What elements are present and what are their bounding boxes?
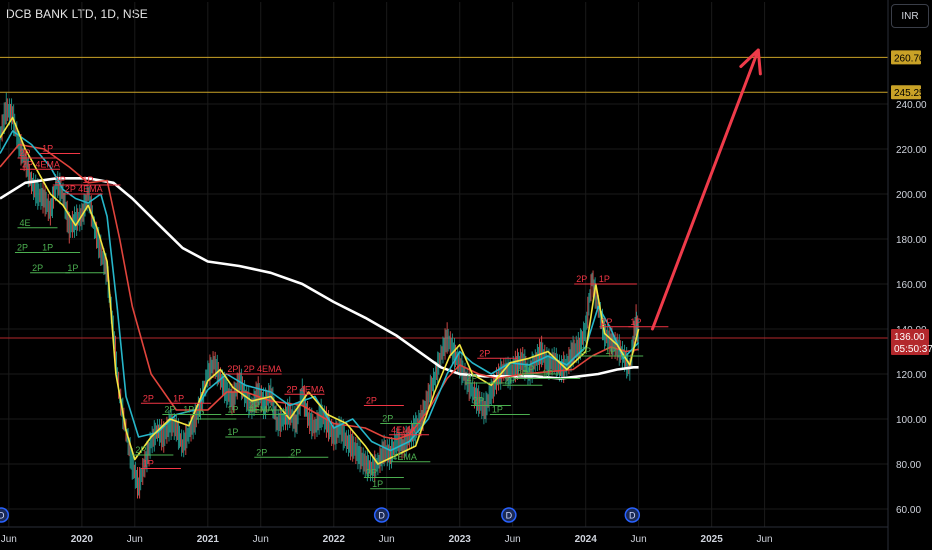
pivot-label: P <box>198 409 204 419</box>
pivot-label: 2P <box>479 348 490 358</box>
moving-average-lines <box>0 116 640 465</box>
pivot-label: 2P <box>601 317 612 327</box>
pivot-label: 2P <box>504 375 515 385</box>
event-dividend-icon <box>624 507 641 523</box>
last-price-tag <box>891 329 929 355</box>
pivot-label: 2P <box>164 405 175 415</box>
y-tick-label: 120.00 <box>896 370 927 381</box>
x-tick-label: 2020 <box>71 534 94 545</box>
x-tick-label: 2021 <box>197 534 220 545</box>
pivot-label: 4EMA <box>391 425 416 435</box>
event-label: D <box>506 511 513 521</box>
pivot-label: 1P <box>542 369 553 379</box>
pivot-label: 2P <box>227 364 238 374</box>
pivot-label: 2P <box>382 414 393 424</box>
pivot-label: 1P <box>143 459 154 469</box>
x-tick-label: Jun <box>127 534 143 545</box>
pivot-label: 1P <box>42 243 53 253</box>
event-dividend-icon <box>501 507 517 523</box>
pivot-label: 2P 4EMA <box>244 364 282 374</box>
arrow-head <box>739 48 762 76</box>
pivot-label: 1P <box>82 175 93 185</box>
x-tick-label: Jun <box>1 534 17 545</box>
pivot-label: 2P <box>32 263 43 273</box>
pivot-label: 1P <box>227 427 238 437</box>
countdown-label: 05:50:37 <box>894 344 932 355</box>
pivot-label: 1P <box>42 144 53 154</box>
x-tick-label: Jun <box>253 534 269 545</box>
grid <box>0 2 888 527</box>
pivot-label: 2P <box>256 447 267 457</box>
x-tick-label: Jun <box>505 534 521 545</box>
event-dividend-icon <box>0 507 10 523</box>
pivot-label: 2P 4EMA <box>22 159 60 169</box>
level-tag-label: 245.25 <box>894 88 925 99</box>
pivot-label: 2P <box>576 274 587 284</box>
pivot-label: 1P <box>173 393 184 403</box>
x-tick-label: 2023 <box>449 534 472 545</box>
pivot-label: 1P <box>630 317 641 327</box>
arrow-shaft <box>650 48 760 331</box>
pivot-label: 1P <box>492 405 503 415</box>
pivot-label: 1P <box>183 405 194 415</box>
series-line <box>0 143 639 441</box>
level-tag <box>891 85 921 100</box>
pivot-label: 2P <box>467 373 478 383</box>
pivot-label: 1P <box>523 364 534 374</box>
chart-title: DCB BANK LTD, 1D, NSE <box>6 7 148 21</box>
y-tick-label: 80.00 <box>896 460 921 471</box>
event-label: D <box>378 511 385 521</box>
pivot-label: 4EMA <box>392 452 417 462</box>
pivot-label: 2P <box>19 148 30 158</box>
pivot-label: 4E <box>19 218 30 228</box>
series-line <box>0 116 640 465</box>
projection-arrow[interactable] <box>650 48 762 331</box>
level-tag-label: 260.70 <box>894 53 925 64</box>
pivot-label: 2P <box>17 243 28 253</box>
x-tick-label: Jun <box>631 534 647 545</box>
pivot-label: 1P <box>372 479 383 489</box>
candles <box>0 92 639 499</box>
pivot-label: 2P <box>55 175 66 185</box>
y-tick-label: 180.00 <box>896 235 927 246</box>
y-tick-label: 240.00 <box>896 100 927 111</box>
pivot-label: 2P <box>290 447 301 457</box>
y-tick-label: 100.00 <box>896 415 927 426</box>
pivot-label: 1P <box>605 346 616 356</box>
last-price-label: 136.00 <box>894 332 925 343</box>
pivot-label: 1P <box>67 263 78 273</box>
pivot-label: 2P <box>366 468 377 478</box>
x-tick-label: 2025 <box>701 534 724 545</box>
y-tick-label: 160.00 <box>896 280 927 291</box>
event-label: D <box>0 511 5 521</box>
event-dividend-icon <box>373 507 390 523</box>
pivot-label: 2P <box>135 445 146 455</box>
pivot-label: 2P <box>473 396 484 406</box>
x-tick-label: 2022 <box>323 534 346 545</box>
pivot-label: 2P 4EMA <box>65 184 103 194</box>
level-tag <box>891 50 921 65</box>
x-tick-label: 2024 <box>575 534 598 545</box>
pivot-label: 4EMA <box>249 405 274 415</box>
event-label: D <box>629 511 636 521</box>
series-line <box>0 177 639 380</box>
y-tick-label: 200.00 <box>896 190 927 201</box>
x-tick-label: Jun <box>756 534 772 545</box>
x-tick-label: Jun <box>379 534 395 545</box>
pivot-label: 2P <box>580 346 591 356</box>
pivot-label: 2P <box>366 396 377 406</box>
pivot-label: 2P <box>143 393 154 403</box>
pivot-label: 1P <box>599 274 610 284</box>
currency-selector[interactable]: INR <box>891 4 929 28</box>
y-tick-label: 220.00 <box>896 145 927 156</box>
pivot-label: 1P <box>227 405 238 415</box>
y-tick-label: 60.00 <box>896 505 921 516</box>
pivot-label: 2P <box>249 400 260 410</box>
pivot-label: 2P 4EMA <box>287 384 325 394</box>
